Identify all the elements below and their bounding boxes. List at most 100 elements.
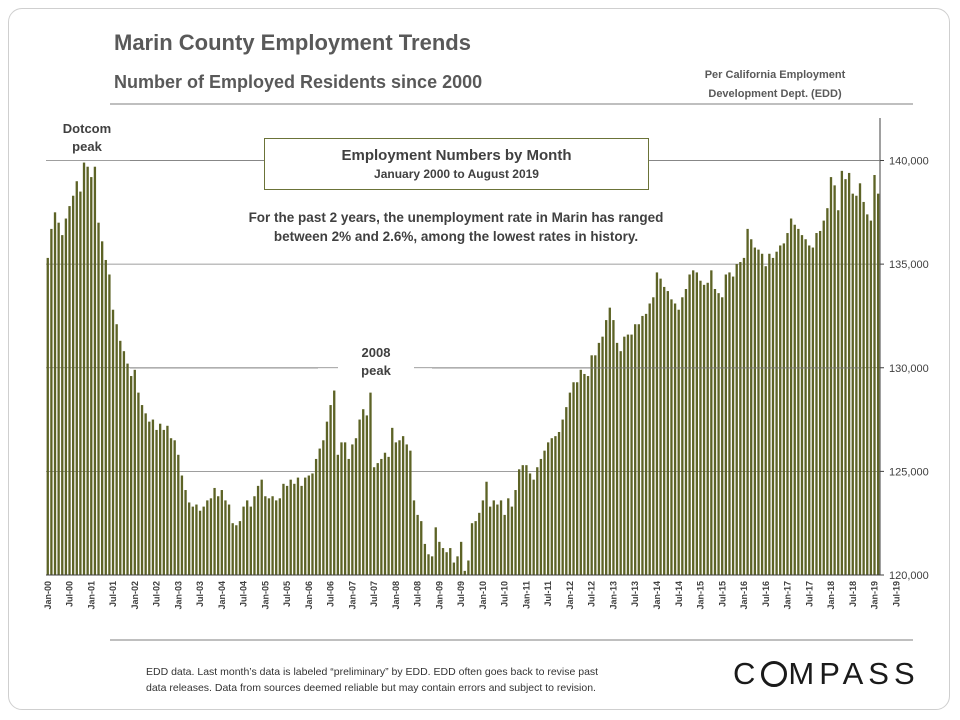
bar bbox=[818, 230, 822, 575]
bar bbox=[815, 233, 818, 575]
bar bbox=[684, 288, 688, 575]
bar bbox=[517, 469, 521, 575]
bar bbox=[742, 257, 746, 575]
bar bbox=[401, 436, 405, 575]
bar bbox=[750, 239, 753, 575]
bars bbox=[46, 162, 880, 576]
source-note: Per California Employment Development De… bbox=[690, 66, 860, 104]
bar bbox=[739, 262, 742, 575]
bar bbox=[412, 500, 416, 575]
x-tick-label: Jan-06 bbox=[304, 581, 314, 610]
bar bbox=[557, 431, 561, 575]
bar bbox=[246, 500, 249, 575]
bar bbox=[474, 521, 477, 575]
bar bbox=[380, 458, 383, 575]
y-tick-label: 125,000 bbox=[889, 466, 929, 478]
bar bbox=[731, 276, 735, 575]
bar bbox=[409, 450, 412, 575]
x-tick-label: Jul-05 bbox=[282, 581, 292, 607]
bar bbox=[525, 465, 528, 575]
x-tick-label: Jan-12 bbox=[565, 581, 575, 610]
bar bbox=[449, 548, 452, 575]
bar bbox=[430, 556, 434, 575]
bar bbox=[318, 448, 321, 575]
x-tick-label: Jul-04 bbox=[239, 581, 249, 607]
x-tick-label: Jul-12 bbox=[587, 581, 597, 607]
bar bbox=[224, 500, 227, 575]
bar bbox=[753, 247, 757, 576]
peak2008-line-1: 2008 bbox=[361, 345, 391, 360]
bar bbox=[764, 266, 767, 575]
x-tick-label: Jan-19 bbox=[870, 581, 880, 610]
dotcom-line-2: peak bbox=[72, 139, 102, 154]
bar bbox=[760, 253, 764, 575]
bar bbox=[206, 500, 209, 575]
bar bbox=[188, 502, 191, 575]
bar bbox=[256, 485, 260, 575]
bar bbox=[68, 206, 71, 575]
note-line-1: For the past 2 years, the unemployment r… bbox=[248, 210, 664, 225]
bar bbox=[630, 334, 633, 575]
bar bbox=[677, 309, 680, 575]
bar bbox=[717, 293, 720, 575]
x-tick-label: Jul-18 bbox=[848, 581, 858, 607]
bar bbox=[329, 405, 332, 575]
bar bbox=[746, 228, 749, 575]
bar bbox=[507, 498, 510, 575]
bar bbox=[191, 506, 194, 575]
bar bbox=[858, 183, 862, 576]
bar bbox=[97, 222, 100, 576]
bar bbox=[420, 521, 423, 575]
bar bbox=[104, 259, 107, 575]
bar bbox=[231, 523, 234, 575]
bar bbox=[579, 369, 582, 575]
bar bbox=[652, 297, 655, 575]
bar bbox=[666, 291, 669, 575]
bar bbox=[710, 270, 713, 575]
x-tick-label: Jan-18 bbox=[826, 581, 836, 610]
x-tick-label: Jan-14 bbox=[652, 581, 662, 610]
bar bbox=[398, 440, 401, 575]
x-tick-label: Jul-10 bbox=[500, 581, 510, 607]
bar bbox=[148, 421, 151, 575]
bar bbox=[496, 504, 499, 575]
x-tick-label: Jan-16 bbox=[739, 581, 749, 610]
bar bbox=[637, 324, 640, 575]
bar bbox=[485, 481, 488, 575]
bar bbox=[173, 440, 176, 575]
bar bbox=[376, 463, 379, 575]
bar bbox=[521, 465, 524, 575]
bar bbox=[387, 456, 390, 575]
bar bbox=[601, 336, 604, 575]
bar bbox=[423, 543, 427, 575]
bar bbox=[779, 245, 782, 575]
bar bbox=[166, 425, 169, 575]
peak2008-line-2: peak bbox=[361, 363, 391, 378]
axes: 120,000 125,000 130,000 135,000 140,000 Jan-0… bbox=[43, 118, 929, 610]
bar bbox=[445, 552, 448, 575]
bar bbox=[876, 193, 880, 575]
bar bbox=[528, 473, 532, 575]
bar bbox=[307, 475, 311, 575]
bar bbox=[547, 442, 550, 575]
bar bbox=[275, 500, 278, 575]
bar bbox=[46, 257, 49, 575]
x-tick-label: Jul-03 bbox=[195, 581, 205, 607]
bar bbox=[594, 355, 597, 575]
bar bbox=[768, 253, 771, 575]
x-tick-label: Jan-17 bbox=[783, 581, 793, 610]
bar bbox=[626, 334, 630, 575]
bar bbox=[325, 421, 329, 575]
bar bbox=[550, 438, 553, 575]
bar bbox=[866, 214, 869, 575]
x-tick-label: Jul-06 bbox=[326, 581, 336, 607]
note-line-2: between 2% and 2.6%, among the lowest ra… bbox=[273, 229, 639, 244]
bar bbox=[119, 340, 122, 575]
x-tick-label: Jul-01 bbox=[108, 581, 118, 607]
bar bbox=[213, 487, 216, 575]
x-tick-label: Jul-13 bbox=[630, 581, 640, 607]
bar bbox=[100, 241, 104, 575]
bar bbox=[713, 288, 717, 575]
bar bbox=[441, 548, 445, 575]
